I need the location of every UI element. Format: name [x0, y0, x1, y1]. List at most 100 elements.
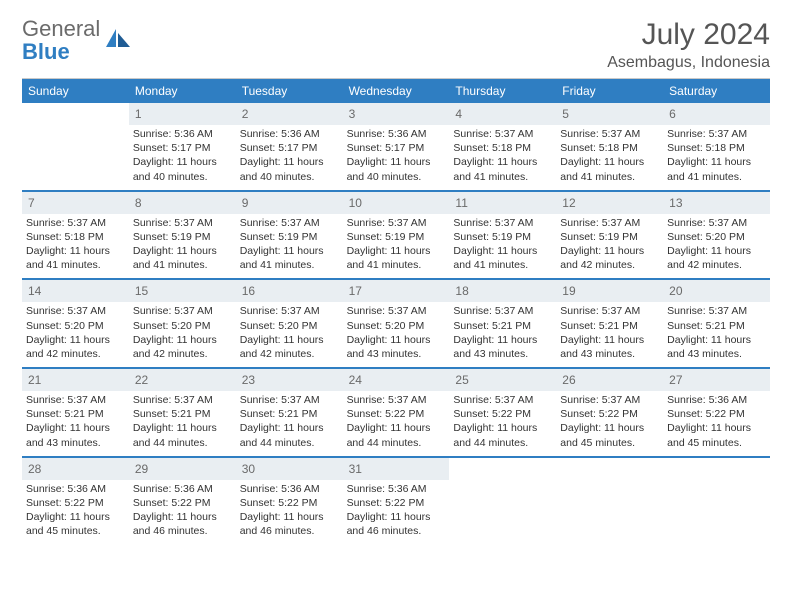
daylight-text: Daylight: 11 hours and 41 minutes. — [240, 244, 339, 272]
daynum-row: 9 — [236, 192, 343, 214]
day-number: 31 — [349, 462, 362, 476]
daynum-row: 23 — [236, 369, 343, 391]
sunrise-text: Sunrise: 5:37 AM — [560, 393, 659, 407]
day-cell: 4Sunrise: 5:37 AMSunset: 5:18 PMDaylight… — [449, 103, 556, 190]
daynum-row: 12 — [556, 192, 663, 214]
sunset-text: Sunset: 5:22 PM — [560, 407, 659, 421]
weeks-container: 1Sunrise: 5:36 AMSunset: 5:17 PMDaylight… — [22, 103, 770, 544]
day-number: 22 — [135, 373, 148, 387]
daylight-text: Daylight: 11 hours and 42 minutes. — [26, 333, 125, 361]
weekday-thu: Thursday — [449, 79, 556, 103]
day-number: 27 — [669, 373, 682, 387]
weekday-wed: Wednesday — [343, 79, 450, 103]
sunrise-text: Sunrise: 5:37 AM — [347, 393, 446, 407]
sunrise-text: Sunrise: 5:37 AM — [133, 216, 232, 230]
daynum-row: 16 — [236, 280, 343, 302]
week-row: 21Sunrise: 5:37 AMSunset: 5:21 PMDayligh… — [22, 369, 770, 456]
daynum-row: 1 — [129, 103, 236, 125]
day-number: 29 — [135, 462, 148, 476]
sunset-text: Sunset: 5:17 PM — [347, 141, 446, 155]
day-number: 9 — [242, 196, 249, 210]
daylight-text: Daylight: 11 hours and 44 minutes. — [240, 421, 339, 449]
day-cell: 26Sunrise: 5:37 AMSunset: 5:22 PMDayligh… — [556, 369, 663, 456]
sunset-text: Sunset: 5:21 PM — [133, 407, 232, 421]
day-cell: 18Sunrise: 5:37 AMSunset: 5:21 PMDayligh… — [449, 280, 556, 367]
weekday-fri: Friday — [556, 79, 663, 103]
sunset-text: Sunset: 5:17 PM — [133, 141, 232, 155]
sunrise-text: Sunrise: 5:37 AM — [667, 304, 766, 318]
week-row: 1Sunrise: 5:36 AMSunset: 5:17 PMDaylight… — [22, 103, 770, 190]
day-cell — [556, 458, 663, 545]
sunset-text: Sunset: 5:20 PM — [240, 319, 339, 333]
calendar: Sunday Monday Tuesday Wednesday Thursday… — [22, 78, 770, 544]
day-cell: 23 Sunrise: 5:37 AMSunset: 5:21 PMDayligh… — [236, 369, 343, 456]
day-cell: 27Sunrise: 5:36 AMSunset: 5:22 PMDayligh… — [663, 369, 770, 456]
daylight-text: Daylight: 11 hours and 44 minutes. — [453, 421, 552, 449]
daynum-row: 28 — [22, 458, 129, 480]
weekday-sun: Sunday — [22, 79, 129, 103]
day-number: 15 — [135, 284, 148, 298]
day-number: 11 — [455, 196, 467, 210]
sunset-text: Sunset: 5:21 PM — [240, 407, 339, 421]
day-cell — [663, 458, 770, 545]
day-number: 17 — [349, 284, 362, 298]
sunrise-text: Sunrise: 5:37 AM — [26, 216, 125, 230]
day-number: 21 — [28, 373, 41, 387]
sunset-text: Sunset: 5:18 PM — [560, 141, 659, 155]
daylight-text: Daylight: 11 hours and 44 minutes. — [133, 421, 232, 449]
daylight-text: Daylight: 11 hours and 42 minutes. — [560, 244, 659, 272]
daynum-row: 10 — [343, 192, 450, 214]
daynum-row: 6 — [663, 103, 770, 125]
daylight-text: Daylight: 11 hours and 40 minutes. — [133, 155, 232, 183]
day-number: 3 — [349, 107, 356, 121]
sunset-text: Sunset: 5:22 PM — [133, 496, 232, 510]
weekday-mon: Monday — [129, 79, 236, 103]
sunset-text: Sunset: 5:21 PM — [26, 407, 125, 421]
day-cell: 7Sunrise: 5:37 AMSunset: 5:18 PMDaylight… — [22, 192, 129, 279]
daynum-row: 31 — [343, 458, 450, 480]
sunset-text: Sunset: 5:18 PM — [453, 141, 552, 155]
daylight-text: Daylight: 11 hours and 42 minutes. — [667, 244, 766, 272]
sunrise-text: Sunrise: 5:36 AM — [667, 393, 766, 407]
sunrise-text: Sunrise: 5:37 AM — [560, 304, 659, 318]
day-cell: 5Sunrise: 5:37 AMSunset: 5:18 PMDaylight… — [556, 103, 663, 190]
day-cell: 2Sunrise: 5:36 AMSunset: 5:17 PMDaylight… — [236, 103, 343, 190]
day-number: 18 — [455, 284, 468, 298]
daylight-text: Daylight: 11 hours and 40 minutes. — [240, 155, 339, 183]
daylight-text: Daylight: 11 hours and 41 minutes. — [667, 155, 766, 183]
day-cell: 6Sunrise: 5:37 AMSunset: 5:18 PMDaylight… — [663, 103, 770, 190]
day-cell: 11Sunrise: 5:37 AMSunset: 5:19 PMDayligh… — [449, 192, 556, 279]
daylight-text: Daylight: 11 hours and 46 minutes. — [347, 510, 446, 538]
day-cell — [449, 458, 556, 545]
header: General Blue July 2024 Asembagus, Indone… — [22, 18, 770, 72]
sunrise-text: Sunrise: 5:36 AM — [133, 127, 232, 141]
logo: General Blue — [22, 18, 132, 64]
daylight-text: Daylight: 11 hours and 43 minutes. — [667, 333, 766, 361]
sunrise-text: Sunrise: 5:37 AM — [240, 216, 339, 230]
day-cell: 24Sunrise: 5:37 AMSunset: 5:22 PMDayligh… — [343, 369, 450, 456]
location: Asembagus, Indonesia — [607, 54, 770, 72]
daynum-row: 2 — [236, 103, 343, 125]
sunrise-text: Sunrise: 5:37 AM — [240, 393, 339, 407]
sunrise-text: Sunrise: 5:36 AM — [240, 482, 339, 496]
sunrise-text: Sunrise: 5:36 AM — [347, 482, 446, 496]
logo-text-general: General — [22, 16, 100, 41]
day-number: 1 — [135, 107, 142, 121]
sunrise-text: Sunrise: 5:37 AM — [453, 393, 552, 407]
month-title: July 2024 — [607, 18, 770, 52]
daylight-text: Daylight: 11 hours and 43 minutes. — [453, 333, 552, 361]
day-cell: 16Sunrise: 5:37 AMSunset: 5:20 PMDayligh… — [236, 280, 343, 367]
daynum-row: 15 — [129, 280, 236, 302]
sunset-text: Sunset: 5:20 PM — [347, 319, 446, 333]
daynum-row: 20 — [663, 280, 770, 302]
daylight-text: Daylight: 11 hours and 45 minutes. — [26, 510, 125, 538]
sunset-text: Sunset: 5:17 PM — [240, 141, 339, 155]
logo-text-blue: Blue — [22, 39, 70, 64]
sunset-text: Sunset: 5:21 PM — [560, 319, 659, 333]
daylight-text: Daylight: 11 hours and 41 minutes. — [453, 244, 552, 272]
daylight-text: Daylight: 11 hours and 43 minutes. — [347, 333, 446, 361]
sunrise-text: Sunrise: 5:37 AM — [560, 127, 659, 141]
daynum-row: 19 — [556, 280, 663, 302]
sunrise-text: Sunrise: 5:36 AM — [347, 127, 446, 141]
sunrise-text: Sunrise: 5:36 AM — [133, 482, 232, 496]
